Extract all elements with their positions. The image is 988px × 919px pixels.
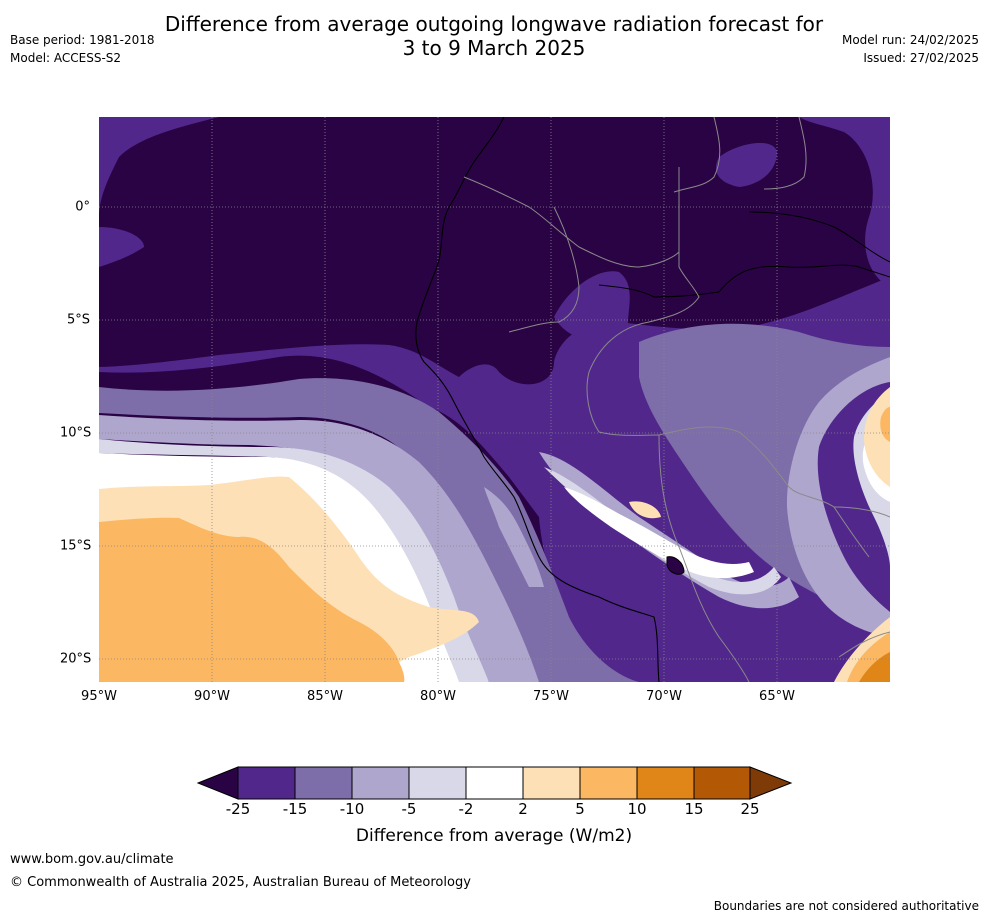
colorbar-cell [294,766,353,800]
anomaly-map [99,117,890,682]
band-2-5-spot [629,501,661,519]
meta-left: Base period: 1981-2018 Model: ACCESS-S2 [10,31,155,67]
band-neg10-neg5-east [786,357,890,637]
band-neg10-neg5-coast [484,487,544,587]
graticule [99,117,890,682]
band-10-15-se [859,652,890,682]
colorbar-tick: -15 [282,800,308,818]
colorbar-extend-high [749,766,793,800]
band-neg2-2-inner [564,487,754,579]
colorbar-cell [408,766,467,800]
band-neg25-neg15-peru [554,271,630,341]
colorbar-cell [579,766,638,800]
band-neg5-neg2 [99,439,489,682]
colorbar-cell [693,766,751,800]
band-neg25-neg15-nw [99,117,219,217]
colorbar-tick: 15 [684,800,704,818]
lon-label-4: 75°W [533,689,569,704]
model-run: Model run: 24/02/2025 [841,33,979,47]
band-neg5-neg2-inner [544,467,781,595]
issued-date: Issued: 27/02/2025 [863,51,979,65]
lon-label-6: 65°W [759,689,795,704]
lon-label-0: 95°W [81,689,117,704]
colorbar [196,766,793,800]
footer-url[interactable]: www.bom.gov.au/climate [10,852,174,867]
band-neg25-neg15-ne [715,142,777,187]
band-5-10 [99,517,405,682]
colorbar-tick: 2 [518,800,528,818]
band-2-5-east [864,387,890,487]
band-neg10-neg5 [99,415,539,682]
band-neg25-neg15-w [99,227,144,267]
lat-label-0: 0° [75,199,90,215]
lon-label-1: 90°W [194,689,230,704]
colorbar-tick: -2 [458,800,474,818]
country-borders [463,117,890,682]
colorbar-cell [237,766,296,800]
colorbar-cell [522,766,581,800]
lon-label-5: 70°W [646,689,682,704]
model-name: Model: ACCESS-S2 [10,51,122,65]
colorbar-tick: -5 [401,800,417,818]
colorbar-tick: -10 [339,800,365,818]
meta-right: Model run: 24/02/2025 Issued: 27/02/2025 [842,31,979,67]
map-title: Difference from average outgoing longwav… [160,12,828,60]
band-neg25-neg15-e [799,117,890,287]
colorbar-cell [636,766,695,800]
title-line-1: Difference from average outgoing longwav… [164,12,824,36]
colorbar-title: Difference from average (W/m2) [355,826,633,846]
lat-label-2: 10°S [60,425,92,441]
lake-titicaca [666,556,685,575]
coastline [415,117,660,682]
colorbar-tick: 5 [575,800,585,818]
footer-copyright: © Commonwealth of Australia 2025, Austra… [10,875,471,890]
base-period: Base period: 1981-2018 [10,33,155,47]
lat-label-1: 5°S [66,312,90,328]
lon-label-2: 85°W [307,689,343,704]
colorbar-tick: -25 [225,800,251,818]
band-neg10-neg5-tongue [539,452,799,609]
colorbar-cell [351,766,410,800]
colorbar-cell [465,766,524,800]
colorbar-tick: 25 [740,800,760,818]
lat-label-3: 15°S [60,538,92,554]
amazon-river-north [748,211,890,263]
colorbar-tick: 10 [627,800,647,818]
lat-label-4: 20°S [60,651,92,667]
title-line-2: 3 to 9 March 2025 [402,36,586,60]
colorbar-extend-low [196,766,239,800]
footer-disclaimer: Boundaries are not considered authoritat… [713,899,979,913]
amazon-river [598,264,890,298]
lon-label-3: 80°W [420,689,456,704]
